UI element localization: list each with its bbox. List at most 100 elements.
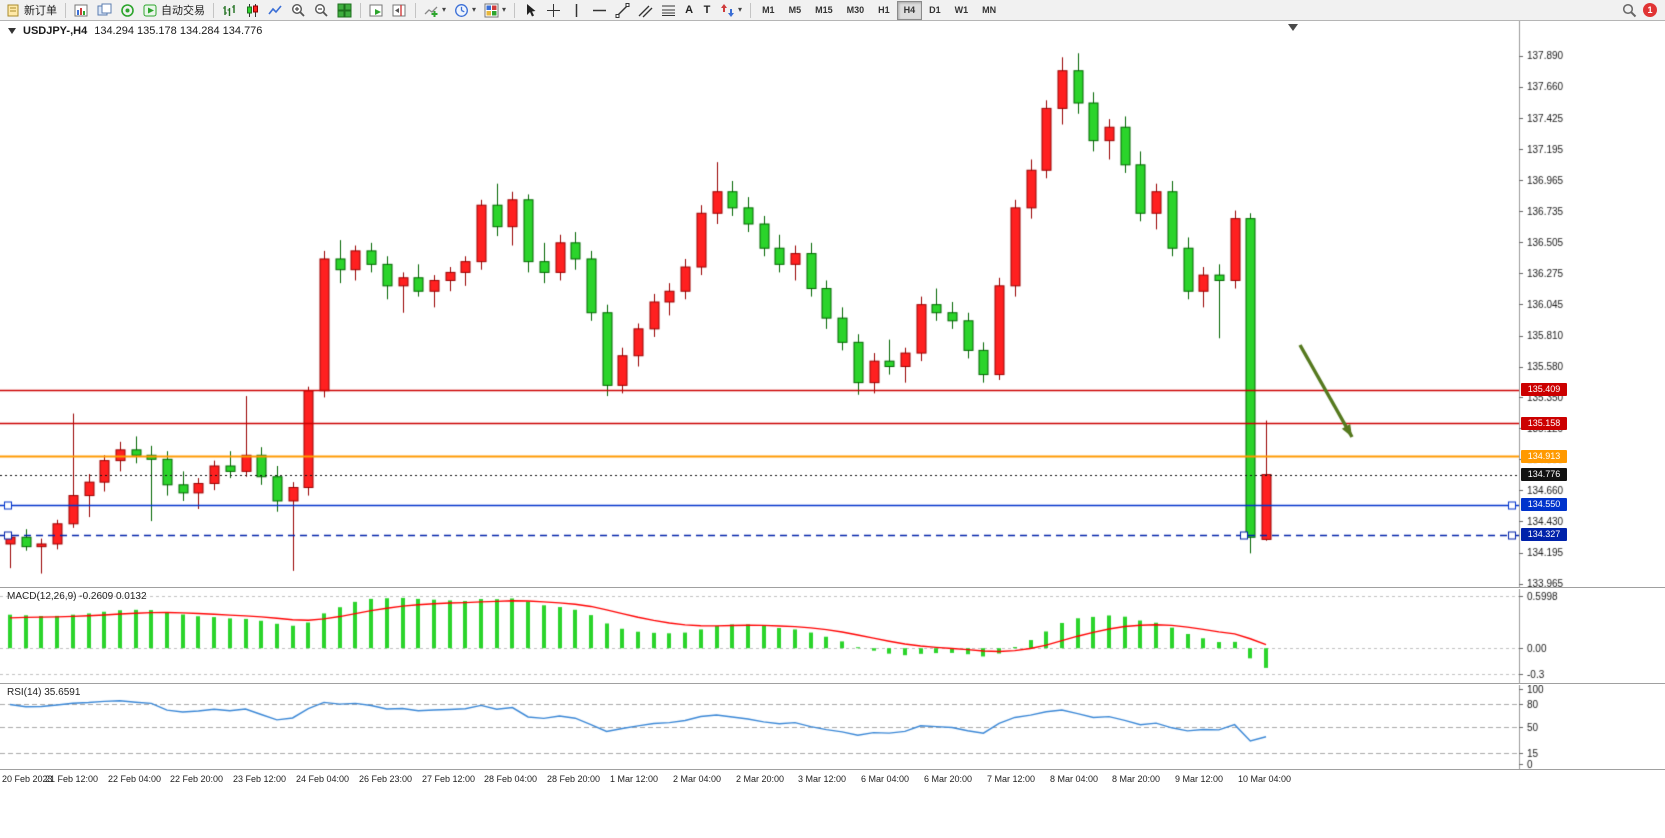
chart-shift-button[interactable]	[388, 1, 411, 20]
search-button[interactable]	[1618, 1, 1641, 20]
timeframe-m1-button[interactable]: M1	[755, 1, 782, 20]
line-chart-button[interactable]	[264, 1, 287, 20]
autotrading-button[interactable]: 自动交易	[139, 1, 209, 20]
new-order-button[interactable]: 新订单	[2, 1, 61, 20]
time-axis-label: 22 Feb 04:00	[108, 774, 162, 784]
bar-chart-icon	[223, 4, 235, 16]
timeframe-m30-button[interactable]: M30	[840, 1, 872, 20]
rsi-panel: RSI(14) 35.6591	[0, 683, 1665, 770]
chart-symbol-period: USDJPY-,H4	[23, 25, 88, 37]
chart-shift-icon	[392, 4, 406, 16]
profiles-button[interactable]	[93, 1, 116, 20]
time-axis-label: 3 Mar 12:00	[798, 774, 847, 784]
price-line-tag-pivot[interactable]: 134.913	[1521, 449, 1567, 463]
time-axis-label: 28 Feb 04:00	[484, 774, 538, 784]
text-tool-button[interactable]: A	[680, 1, 698, 20]
trendline-tool-button[interactable]	[611, 1, 634, 20]
market-watch-button[interactable]	[116, 1, 139, 20]
vertical-line-icon	[575, 3, 578, 17]
dropdown-caret-icon: ▾	[738, 5, 743, 14]
templates-button[interactable]: ▾	[480, 1, 510, 20]
time-axis-label: 27 Feb 12:00	[422, 774, 476, 784]
macd-label: MACD(12,26,9) -0.2609 0.0132	[7, 591, 147, 602]
dropdown-caret-icon: ▾	[472, 5, 477, 14]
timeframe-m15-button[interactable]: M15	[808, 1, 840, 20]
auto-scroll-icon	[369, 4, 383, 16]
vertical-line-tool-button[interactable]	[565, 1, 588, 20]
time-axis-label: 7 Mar 12:00	[987, 774, 1036, 784]
timeframe-h1-button[interactable]: H1	[871, 1, 897, 20]
periods-button[interactable]: ▾	[450, 1, 480, 20]
bar-chart-button[interactable]	[218, 1, 241, 20]
indicators-icon	[424, 6, 438, 17]
periods-clock-icon	[455, 3, 468, 17]
fibonacci-tool-button[interactable]	[657, 1, 680, 20]
label-tool-label: T	[703, 4, 711, 16]
toolbar-separator	[514, 2, 516, 18]
time-axis-label: 1 Mar 12:00	[610, 774, 659, 784]
zoom-out-button[interactable]	[310, 1, 333, 20]
zoom-in-button[interactable]	[287, 1, 310, 20]
text-tool-label: A	[685, 4, 694, 16]
horizontal-line-icon	[593, 9, 607, 11]
chart-shift-marker-icon[interactable]	[1288, 24, 1298, 31]
auto-scroll-button[interactable]	[365, 1, 388, 20]
macd-panel: MACD(12,26,9) -0.2609 0.0132	[0, 587, 1665, 684]
toolbar-separator	[213, 2, 214, 18]
toolbar-separator	[360, 2, 361, 18]
horizontal-line-tool-button[interactable]	[588, 1, 611, 20]
new-chart-icon	[74, 4, 88, 16]
tile-windows-button[interactable]	[333, 1, 356, 20]
time-axis-label: 26 Feb 23:00	[359, 774, 413, 784]
candlestick-button[interactable]	[241, 1, 264, 20]
chart-ohlc-readout: 134.294 135.178 134.284 134.776	[94, 25, 263, 37]
arrows-tool-button[interactable]: ▾	[716, 1, 746, 20]
timeframe-m5-button[interactable]: M5	[782, 1, 809, 20]
chart-window: USDJPY-,H4 134.294 135.178 134.284 134.7…	[0, 21, 1665, 838]
notification-badge[interactable]: 1	[1643, 3, 1657, 17]
channel-icon	[638, 5, 653, 17]
label-tool-button[interactable]: T	[698, 1, 716, 20]
new-order-icon	[7, 4, 19, 16]
templates-icon	[484, 3, 499, 17]
price-line-tag-support-2[interactable]: 134.327	[1521, 528, 1567, 542]
time-axis-label: 8 Mar 04:00	[1050, 774, 1099, 784]
crosshair-tool-button[interactable]	[542, 1, 565, 20]
fibonacci-icon	[662, 5, 676, 16]
timeframe-mn-button[interactable]: MN	[975, 1, 1003, 20]
trendline-icon	[615, 2, 630, 18]
time-axis[interactable]: 20 Feb 2023 21 Feb 12:00 22 Feb 04:00 22 Fe…	[0, 769, 1665, 838]
timeframe-w1-button[interactable]: W1	[948, 1, 976, 20]
market-watch-icon	[121, 3, 134, 17]
price-line-tag-resistance-2[interactable]: 135.158	[1521, 416, 1567, 430]
time-axis-label: 22 Feb 20:00	[170, 774, 224, 784]
time-axis-label: 6 Mar 04:00	[861, 774, 910, 784]
time-axis-label: 28 Feb 20:00	[547, 774, 601, 784]
price-line-tag-support-1[interactable]: 134.550	[1521, 498, 1567, 512]
new-chart-button[interactable]	[70, 1, 93, 20]
chart-menu-icon[interactable]	[8, 28, 16, 34]
main-chart-canvas[interactable]	[0, 21, 1665, 587]
channel-tool-button[interactable]	[634, 1, 657, 20]
rsi-label: RSI(14) 35.6591	[7, 687, 81, 698]
timeframe-d1-button[interactable]: D1	[922, 1, 948, 20]
price-line-tag-resistance-1[interactable]: 135.409	[1521, 383, 1567, 396]
toolbar-separator	[415, 2, 416, 18]
current-price-tag: 134.776	[1521, 468, 1567, 482]
search-icon	[1622, 3, 1637, 17]
dropdown-caret-icon: ▾	[502, 5, 507, 14]
cursor-tool-button[interactable]	[519, 1, 542, 20]
time-axis-label: 24 Feb 04:00	[296, 774, 350, 784]
toolbar-separator	[750, 2, 752, 18]
profiles-icon	[97, 3, 112, 15]
indicators-button[interactable]: ▾	[420, 1, 450, 20]
time-axis-label: 2 Mar 04:00	[673, 774, 722, 784]
time-axis-label: 23 Feb 12:00	[233, 774, 287, 784]
cursor-icon	[527, 3, 536, 16]
macd-canvas[interactable]	[0, 589, 1665, 684]
toolbar-separator	[65, 2, 66, 18]
time-axis-label: 2 Mar 20:00	[736, 774, 785, 784]
rsi-canvas[interactable]	[0, 685, 1665, 770]
timeframe-h4-button[interactable]: H4	[896, 0, 923, 20]
